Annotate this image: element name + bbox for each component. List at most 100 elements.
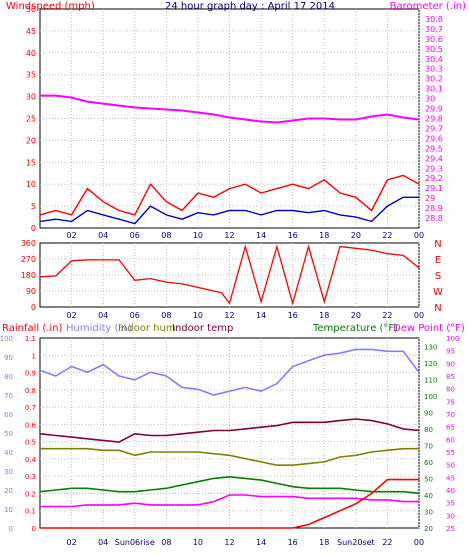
- chart-title: 24 hour graph day : April 17 2014: [165, 1, 335, 12]
- legend-entry: Indoor hum: [118, 323, 176, 334]
- rainfall-tick: 0.7: [25, 404, 36, 412]
- dewpoint-tick: 75: [446, 398, 455, 406]
- compass-label: N: [434, 303, 441, 314]
- barometer-tick: 29: [425, 194, 435, 203]
- barometer-tick-labels: 28.828.92929.129.229.329.429.529.629.729…: [425, 15, 443, 223]
- x-tick-label: 02: [66, 231, 76, 240]
- barometer-tick: 29.6: [425, 134, 443, 143]
- compass-label: W: [433, 287, 443, 298]
- rainfall-tick: 0.6: [25, 421, 37, 429]
- x-tick-label: 18: [319, 538, 329, 547]
- legend-entry: Indoor temp: [172, 323, 233, 334]
- barometer-tick: 29.1: [425, 184, 443, 193]
- x-tick-label: 22: [382, 311, 392, 320]
- x-tick-label: Sun20set: [337, 538, 375, 547]
- x-tick-label: 02: [66, 311, 76, 320]
- barometer-tick: 28.8: [425, 214, 443, 223]
- bottom-panel-lines: [39, 348, 420, 529]
- temperature-tick: 110: [424, 376, 437, 384]
- dewpoint-tick: 100: [446, 335, 459, 343]
- compass-label: N: [434, 239, 441, 250]
- x-tick-label: 12: [224, 311, 234, 320]
- barometer-tick: 30.3: [425, 65, 443, 74]
- windspeed-tick: 10: [26, 180, 36, 189]
- temperature-tick: 50: [424, 475, 433, 483]
- x-tick-label: Sun06rise: [115, 538, 155, 547]
- x-tick-label: 00: [414, 311, 424, 320]
- indoor-hum-line: [40, 447, 419, 467]
- top-x-tick-labels: 02 04 06 08 10 12 14 16 18 20 22 00: [66, 231, 424, 240]
- barometer-tick: 29.7: [425, 124, 443, 133]
- temperature-line: [39, 475, 420, 495]
- x-tick-label: 20: [351, 231, 361, 240]
- direction-degree-tick: 90: [26, 287, 36, 296]
- barometer-axis-label: Barometer (.in): [390, 1, 466, 12]
- bottom-x-tick-labels: 02 04 Sun06rise 08 10 12 14 16 18 Sun20set 22 00: [66, 538, 424, 547]
- wind-direction-line: [39, 244, 420, 306]
- dewpoint-tick: 95: [446, 348, 455, 356]
- barometer-tick: 29.8: [425, 115, 443, 124]
- humidity-line: [39, 348, 420, 396]
- windspeed-tick: 30: [26, 93, 36, 102]
- windspeed-tick: 20: [26, 136, 36, 145]
- rainfall-tick: 0.9: [25, 370, 36, 378]
- barometer-tick: 30.4: [425, 55, 443, 64]
- legend-entry: Temperature (°F): [312, 323, 398, 334]
- x-tick-label: 10: [193, 311, 203, 320]
- temperature-tick: 20: [424, 525, 433, 533]
- humidity-tick: 0: [9, 525, 13, 533]
- rainfall-tick: 0.2: [25, 490, 36, 498]
- legend-entry: Dew Point (°F): [393, 323, 465, 334]
- x-tick-label: 06: [130, 311, 140, 320]
- dewpoint-tick: 85: [446, 373, 455, 381]
- dewpoint-tick: 70: [446, 411, 455, 419]
- dewpoint-tick: 60: [446, 436, 455, 444]
- humidity-tick-labels: 0 10 20 30 40 50 60 70 80 90 100: [0, 335, 13, 533]
- x-tick-label: 14: [256, 538, 266, 547]
- dewpoint-tick: 55: [446, 449, 455, 457]
- rainfall-tick: 0.5: [25, 439, 36, 447]
- compass-label: E: [435, 255, 441, 266]
- legend-entry: Humidity (%): [66, 323, 132, 334]
- x-tick-label: 20: [351, 311, 361, 320]
- direction-degree-tick: 270: [21, 255, 36, 264]
- dew-point-line: [40, 494, 419, 508]
- barometer-tick: 29.5: [425, 144, 443, 153]
- windspeed-axis-label: Windspeed (mph): [6, 1, 95, 12]
- humidity-tick: 70: [4, 392, 13, 400]
- direction-degree-tick: 360: [21, 239, 36, 248]
- x-tick-label: 00: [414, 231, 424, 240]
- barometer-tick: 30.5: [425, 45, 443, 54]
- x-tick-label: 06: [130, 231, 140, 240]
- x-tick-label: 12: [224, 231, 234, 240]
- humidity-tick: 10: [4, 506, 13, 514]
- windspeed-tick-labels: 0 5 10 15 20 25 30 35 40 45 50: [26, 5, 36, 233]
- bottom-panel-grid: [40, 338, 420, 528]
- barometer-tick: 30: [425, 95, 435, 104]
- rainfall-tick: 0.1: [25, 508, 36, 516]
- temperature-tick: 90: [424, 409, 433, 417]
- humidity-tick: 80: [4, 373, 13, 381]
- windspeed-tick: 50: [26, 5, 36, 14]
- x-tick-label: 08: [161, 538, 171, 547]
- temperature-tick-labels: 20 30 40 50 60 70 80 90 100 110 120 130: [424, 343, 437, 533]
- x-tick-label: 00: [414, 538, 424, 547]
- rainfall-tick: 0.3: [25, 473, 36, 481]
- dewpoint-tick: 50: [446, 462, 455, 470]
- windspeed-tick: 0: [31, 224, 36, 233]
- humidity-tick: 100: [0, 335, 13, 343]
- barometer-tick: 30.2: [425, 75, 443, 84]
- barometer-line: [40, 94, 420, 124]
- humidity-tick: 40: [4, 449, 13, 457]
- barometer-tick: 30.7: [425, 25, 443, 34]
- barometer-tick: 28.9: [425, 204, 443, 213]
- x-tick-label: 10: [193, 231, 203, 240]
- humidity-tick: 90: [4, 354, 13, 362]
- x-tick-label: 08: [161, 231, 171, 240]
- top-panel-lines: [39, 94, 420, 225]
- rainfall-tick-labels: 0 0.1 0.2 0.3 0.4 0.5 0.6 0.7 0.8 0.9 1 1.1: [25, 335, 37, 533]
- temperature-tick: 30: [424, 508, 433, 516]
- rainfall-tick: 0.8: [25, 387, 36, 395]
- windspeed-tick: 35: [26, 71, 36, 80]
- x-tick-label: 04: [98, 538, 108, 547]
